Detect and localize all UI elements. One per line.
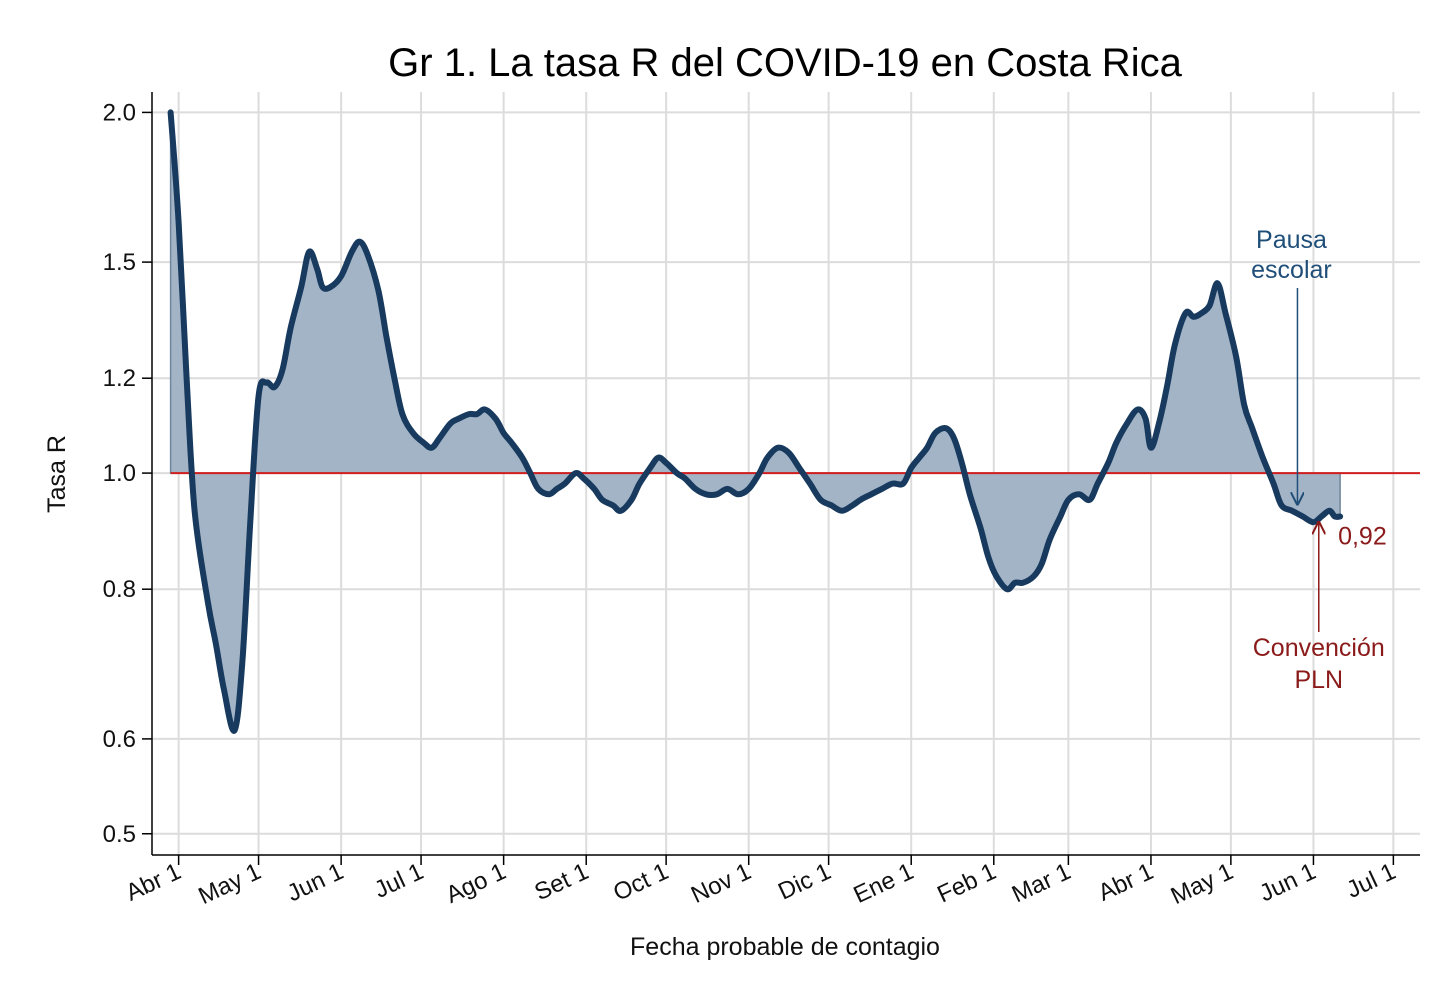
x-tick-label-10: Feb 1 — [933, 858, 1000, 908]
x-tick-label-0: Abr 1 — [122, 858, 185, 907]
annotation-last-value: 0,92 — [1338, 522, 1387, 550]
x-tick-label-6: Oct 1 — [609, 858, 672, 907]
series-line — [167, 109, 1344, 734]
annotation-convencion-line2: PLN — [1294, 666, 1343, 694]
y-tick-label-0: 2.0 — [103, 99, 136, 126]
x-tick-label-9: Ene 1 — [849, 858, 917, 909]
annotation-convencion-line1: Convención — [1253, 634, 1385, 662]
y-tick-label-4: 0.8 — [103, 576, 136, 603]
x-tick-label-12: Abr 1 — [1094, 858, 1157, 907]
x-tick-label-5: Set 1 — [531, 858, 593, 906]
x-tick-label-15: Jul 1 — [1343, 858, 1400, 904]
y-tick-label-6: 0.5 — [103, 821, 136, 848]
annotation-pausa-line2: escolar — [1251, 256, 1332, 284]
y-axis-ticks: 2.0 1.5 1.2 1.0 0.8 0.6 0.5 — [103, 99, 152, 848]
x-tick-label-4: Ago 1 — [442, 858, 510, 909]
x-tick-label-13: May 1 — [1167, 858, 1238, 910]
area-fill — [169, 112, 1341, 732]
x-tick-label-2: Jun 1 — [283, 858, 348, 907]
x-tick-label-11: Mar 1 — [1008, 858, 1075, 908]
x-tick-label-3: Jul 1 — [370, 858, 427, 904]
x-axis-title: Fecha probable de contagio — [630, 933, 940, 961]
x-tick-label-7: Nov 1 — [687, 858, 755, 909]
y-tick-label-2: 1.2 — [103, 365, 136, 392]
x-axis-ticks: Abr 1 May 1 Jun 1 Jul 1 Ago 1 Set 1 Oct 1 Nov 1… — [122, 855, 1400, 910]
y-tick-label-5: 0.6 — [103, 726, 136, 753]
x-tick-label-1: May 1 — [194, 858, 265, 910]
chart-title: Gr 1. La tasa R del COVID-19 en Costa Ri… — [388, 41, 1182, 85]
x-tick-label-8: Dic 1 — [774, 858, 835, 906]
y-tick-label-3: 1.0 — [103, 460, 136, 487]
y-tick-label-1: 1.5 — [103, 249, 136, 276]
y-axis-title: Tasa R — [43, 435, 71, 513]
x-tick-label-14: Jun 1 — [1255, 858, 1320, 907]
annotation-pausa-line1: Pausa — [1256, 226, 1327, 254]
